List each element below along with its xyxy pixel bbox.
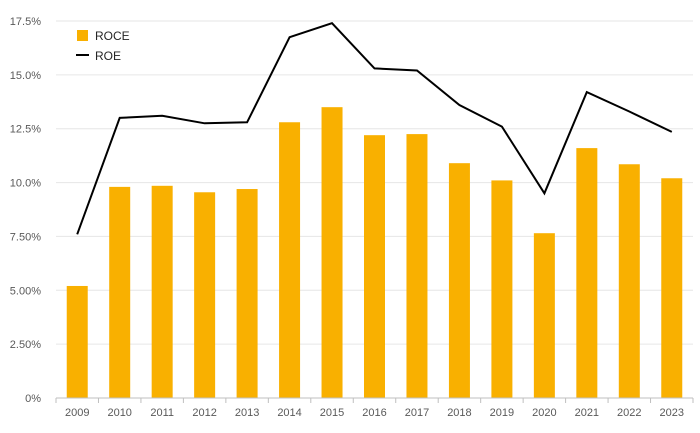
x-tick-label: 2016 (362, 407, 386, 419)
roce-bar (66, 285, 88, 398)
y-tick-label: 12.5% (10, 124, 41, 136)
roce-bar (151, 185, 173, 398)
x-tick-label: 2009 (65, 407, 89, 419)
x-tick-label: 2012 (192, 407, 216, 419)
x-tick-label: 2019 (490, 407, 514, 419)
y-tick-label: 7.50% (10, 231, 41, 243)
roce-bar (279, 122, 301, 398)
roce-bar (321, 107, 343, 399)
x-tick-label: 2022 (617, 407, 641, 419)
roce-bars (66, 107, 683, 399)
x-tick-label: 2017 (405, 407, 429, 419)
x-tick-label: 2010 (107, 407, 131, 419)
legend-roe-label: ROE (95, 49, 121, 63)
roce-bar (109, 186, 131, 398)
roce-bar (576, 148, 598, 398)
y-tick-label: 10.0% (10, 178, 41, 190)
roce-bar (194, 192, 216, 398)
y-tick-label: 2.50% (10, 339, 41, 351)
x-tick-label: 2021 (575, 407, 599, 419)
roce-bar (364, 135, 385, 399)
legend-roce-label: ROCE (95, 29, 130, 43)
roce-bar (491, 180, 513, 398)
x-tick-label: 2023 (660, 407, 684, 419)
legend: ROCE ROE (76, 29, 130, 63)
roce-bar (406, 134, 428, 398)
roce-bar (661, 178, 683, 398)
roe-line-series (76, 22, 673, 235)
x-tick-label: 2014 (277, 407, 301, 419)
roce-bar (533, 233, 555, 398)
y-tick-label: 0% (25, 393, 41, 405)
roce-bar (448, 163, 470, 398)
y-tick-label: 17.5% (10, 16, 41, 28)
y-axis-labels: 0% 2.50% 5.00% 7.50% 10.0% 12.5% 15.0% 17.5% (10, 16, 41, 405)
y-tick-label: 5.00% (10, 285, 41, 297)
x-tick-label: 2018 (447, 407, 471, 419)
legend-roce-swatch (77, 30, 88, 41)
x-tick-label: 2020 (532, 407, 556, 419)
roce-bar (236, 189, 258, 398)
y-tick-label: 15.0% (10, 70, 41, 82)
roe-line (76, 22, 673, 235)
x-tick-label: 2013 (235, 407, 259, 419)
x-tick-label: 2015 (320, 407, 344, 419)
x-tick-label: 2011 (150, 407, 174, 419)
x-axis: 2009 2010 2011 2012 2013 2014 2015 2016 2017 2018… (55, 397, 694, 419)
roce-bar (618, 164, 640, 398)
